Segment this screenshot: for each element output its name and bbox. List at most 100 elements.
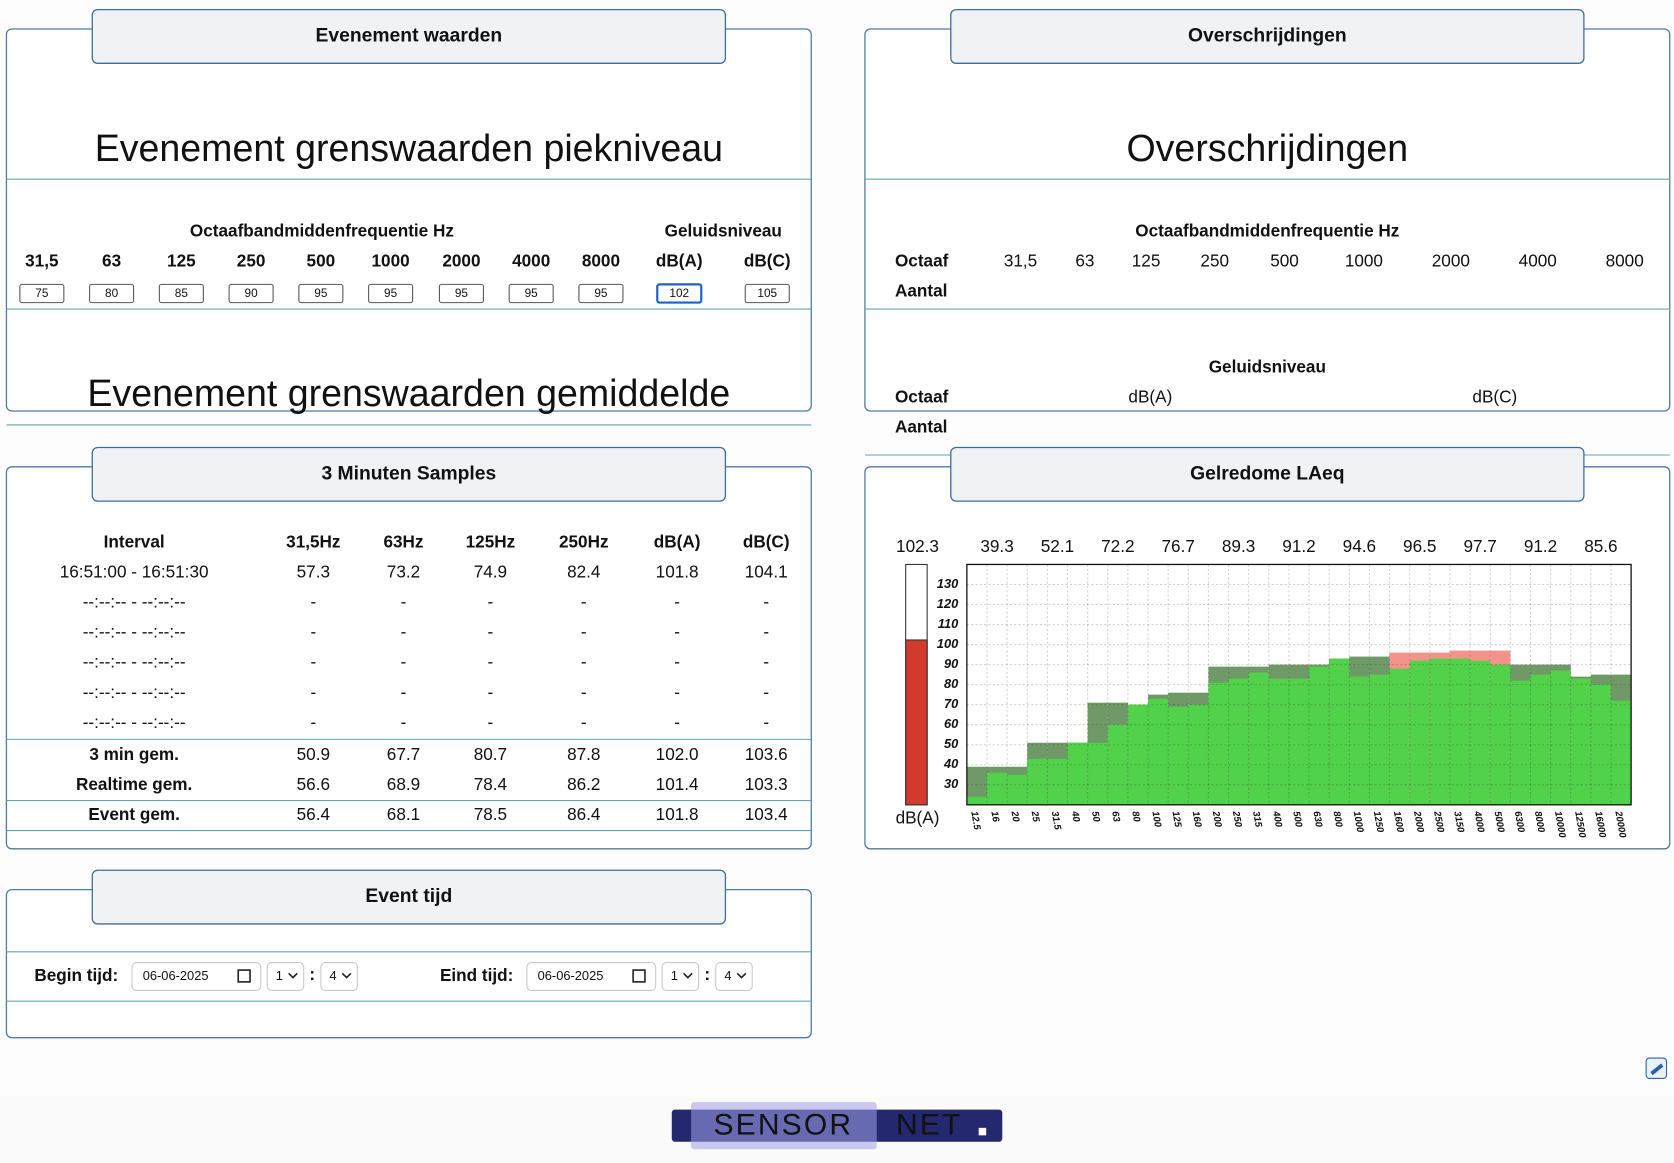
y-tick-label: 60 xyxy=(944,716,959,731)
x-tick-label: 16000 xyxy=(1592,810,1608,839)
limit-input[interactable] xyxy=(508,283,554,304)
logo-text: SENSOR xyxy=(714,1109,854,1142)
x-tick-label: 1250 xyxy=(1371,810,1386,834)
date-input[interactable] xyxy=(526,962,657,992)
group-value: 85.6 xyxy=(1584,536,1617,556)
panel-title: Gelredome LAeq xyxy=(1190,463,1344,484)
y-tick-label: 70 xyxy=(944,696,959,711)
x-tick-label: 80 xyxy=(1129,810,1142,823)
group-value: 89.3 xyxy=(1222,536,1255,556)
group-value: 91.2 xyxy=(1524,536,1557,556)
limit-input[interactable] xyxy=(19,283,65,304)
separator: : xyxy=(704,964,710,984)
separator: : xyxy=(309,964,315,984)
select[interactable] xyxy=(320,962,358,992)
bar xyxy=(1248,672,1269,805)
logo-text: NET xyxy=(896,1109,963,1142)
limit-input[interactable] xyxy=(744,283,790,304)
panel-tab xyxy=(91,9,727,64)
bar xyxy=(1389,668,1410,805)
x-tick-label: 20000 xyxy=(1612,809,1628,839)
table-cell: --:--:-- - --:--:-- xyxy=(83,712,186,732)
y-tick-label: 100 xyxy=(937,636,959,651)
limit-input-value: 95 xyxy=(455,286,469,300)
column-header: dB(A) xyxy=(656,250,703,270)
summary-cell: Event gem. xyxy=(88,804,180,824)
x-tick-label: 400 xyxy=(1270,809,1284,828)
x-tick-label: 20 xyxy=(1008,809,1021,823)
column-header: 1000 xyxy=(372,250,410,270)
limit-input[interactable] xyxy=(228,283,274,304)
summary-cell: 3 min gem. xyxy=(89,744,179,764)
summary-cell: 103.6 xyxy=(745,744,788,764)
table-header: Interval xyxy=(104,532,165,552)
panel-title: Evenement waarden xyxy=(316,26,503,47)
column-header: 63 xyxy=(1075,250,1094,270)
limit-input-value: 105 xyxy=(757,286,777,300)
summary-cell: 86.2 xyxy=(567,774,600,794)
limit-input-value: 95 xyxy=(525,286,539,300)
bar xyxy=(1490,664,1511,805)
column-header: 4000 xyxy=(1519,250,1557,270)
select[interactable] xyxy=(715,962,753,992)
limit-input[interactable] xyxy=(298,283,344,304)
group-value: 97.7 xyxy=(1463,536,1496,556)
column-header: dB(C) xyxy=(1472,387,1517,407)
summary-cell: 56.4 xyxy=(297,804,331,824)
field-label: Begin tijd: xyxy=(34,965,118,985)
table-cell: - xyxy=(310,592,316,612)
y-axis-label: dB(A) xyxy=(896,807,940,827)
bar xyxy=(1268,678,1289,805)
table-cell: - xyxy=(310,652,316,672)
limit-input[interactable] xyxy=(89,283,135,304)
x-tick-label: 16 xyxy=(988,810,1001,823)
bar xyxy=(1168,706,1189,805)
x-tick-label: 50 xyxy=(1089,810,1102,823)
limit-input[interactable] xyxy=(578,283,624,304)
bar xyxy=(1007,774,1028,805)
column-header: dB(C) xyxy=(744,250,791,270)
y-tick-label: 130 xyxy=(937,576,959,591)
date-input[interactable] xyxy=(131,962,262,992)
calendar-icon xyxy=(237,969,251,983)
limit-input[interactable] xyxy=(656,283,703,304)
table-header: 125Hz xyxy=(466,532,516,552)
y-tick-label: 80 xyxy=(944,676,959,691)
limit-input[interactable] xyxy=(368,283,414,304)
y-tick-label: 110 xyxy=(938,616,959,631)
logo-highlight xyxy=(691,1102,877,1150)
select[interactable] xyxy=(266,962,305,992)
table-header: dB(A) xyxy=(654,532,701,552)
limit-input[interactable] xyxy=(438,283,484,304)
x-tick-label: 63 xyxy=(1109,810,1122,823)
table-cell: - xyxy=(488,592,494,612)
summary-cell: 103.3 xyxy=(745,774,788,794)
y-tick-label: 50 xyxy=(944,736,959,751)
x-tick-label: 6300 xyxy=(1512,810,1527,834)
section-heading: Overschrijdingen xyxy=(1126,127,1408,169)
section-heading: Evenement grenswaarden gemiddelde xyxy=(87,372,730,414)
table-cell: --:--:-- - --:--:-- xyxy=(83,622,186,642)
x-tick-label: 1000 xyxy=(1351,810,1366,834)
table-cell: --:--:-- - --:--:-- xyxy=(83,592,186,612)
table-cell: - xyxy=(763,592,769,612)
row-header: Aantal xyxy=(895,417,947,437)
date-value: 06-06-2025 xyxy=(143,968,209,983)
bar xyxy=(1087,742,1108,805)
limit-input-value: 95 xyxy=(384,286,398,300)
summary-cell: 50.9 xyxy=(297,744,330,764)
table-cell: - xyxy=(401,622,407,642)
limit-input[interactable] xyxy=(158,283,204,304)
table-cell: - xyxy=(763,682,769,702)
x-tick-label: 8000 xyxy=(1532,810,1547,834)
bar xyxy=(1047,758,1068,805)
limit-input-value: 80 xyxy=(105,286,119,300)
x-tick-label: 5000 xyxy=(1492,810,1507,834)
y-tick-label: 30 xyxy=(944,776,959,791)
group-value: 91.2 xyxy=(1282,536,1315,556)
select[interactable] xyxy=(661,962,700,992)
bar xyxy=(1148,698,1169,805)
bar xyxy=(1610,700,1632,805)
table-cell: - xyxy=(401,712,407,732)
